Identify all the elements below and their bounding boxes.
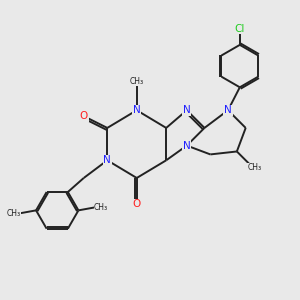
Text: N: N [103, 155, 111, 165]
Text: N: N [183, 105, 191, 115]
Text: O: O [133, 200, 141, 209]
Text: N: N [224, 105, 232, 115]
Text: CH₃: CH₃ [94, 203, 108, 212]
Text: CH₃: CH₃ [248, 163, 262, 172]
Text: N: N [183, 141, 191, 151]
Text: CH₃: CH₃ [6, 209, 20, 218]
Text: N: N [133, 105, 141, 115]
Text: CH₃: CH₃ [130, 77, 144, 86]
Text: Cl: Cl [235, 24, 245, 34]
Text: O: O [80, 111, 88, 121]
